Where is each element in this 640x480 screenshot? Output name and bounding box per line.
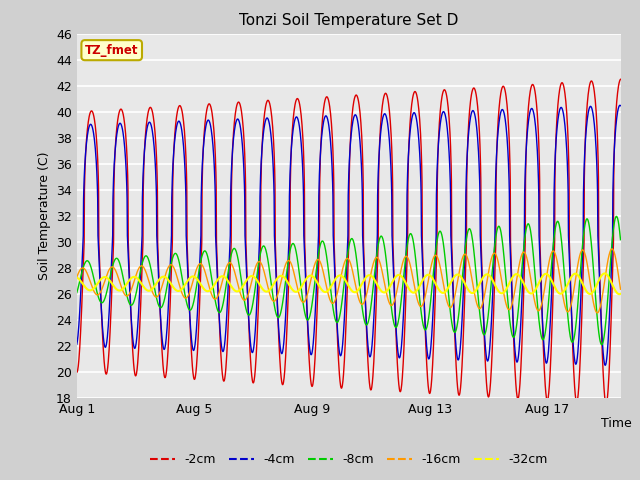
Text: TZ_fmet: TZ_fmet [85,44,138,57]
Line: -32cm: -32cm [77,274,621,294]
-2cm [605,376,612,382]
Line: -2cm: -2cm [77,79,621,404]
-2cm [604,396,611,402]
-16cm [617,287,625,292]
-32cm [605,274,612,280]
-8cm [604,302,611,308]
-16cm [604,261,611,267]
-4cm [602,362,609,368]
-4cm [604,350,611,356]
-8cm [612,214,620,219]
-8cm [617,237,625,242]
-16cm [593,310,601,316]
-32cm [86,288,94,293]
Y-axis label: Soil Temperature (C): Soil Temperature (C) [38,152,51,280]
-2cm [525,95,533,101]
-32cm [73,275,81,280]
Line: -4cm: -4cm [77,105,621,365]
-16cm [382,287,390,293]
-16cm [525,267,533,273]
-16cm [508,304,515,310]
-4cm [616,102,624,108]
-2cm [508,259,515,264]
-32cm [601,271,609,276]
Line: -8cm: -8cm [77,216,621,345]
-16cm [605,253,612,259]
-4cm [605,327,612,333]
-8cm [73,290,81,296]
-32cm [525,290,533,296]
Legend: -2cm, -4cm, -8cm, -16cm, -32cm: -2cm, -4cm, -8cm, -16cm, -32cm [145,448,553,471]
-16cm [86,279,94,285]
-32cm [616,291,623,297]
-4cm [86,121,94,127]
-2cm [86,109,94,115]
X-axis label: Time: Time [601,417,632,430]
-16cm [608,246,616,252]
-8cm [508,327,515,333]
-4cm [508,272,515,277]
-8cm [525,223,533,228]
-8cm [598,342,605,348]
-4cm [525,112,533,118]
Line: -16cm: -16cm [77,249,621,313]
-8cm [605,282,612,288]
-32cm [508,277,515,283]
-2cm [617,76,625,82]
-4cm [382,112,390,118]
-2cm [382,91,390,96]
-32cm [382,289,390,295]
-32cm [604,272,611,278]
-4cm [73,341,81,347]
-32cm [617,291,625,297]
-2cm [73,370,81,375]
-2cm [602,401,610,407]
-8cm [382,254,390,260]
-16cm [73,274,81,280]
-8cm [86,263,94,268]
-4cm [617,103,625,108]
Title: Tonzi Soil Temperature Set D: Tonzi Soil Temperature Set D [239,13,458,28]
